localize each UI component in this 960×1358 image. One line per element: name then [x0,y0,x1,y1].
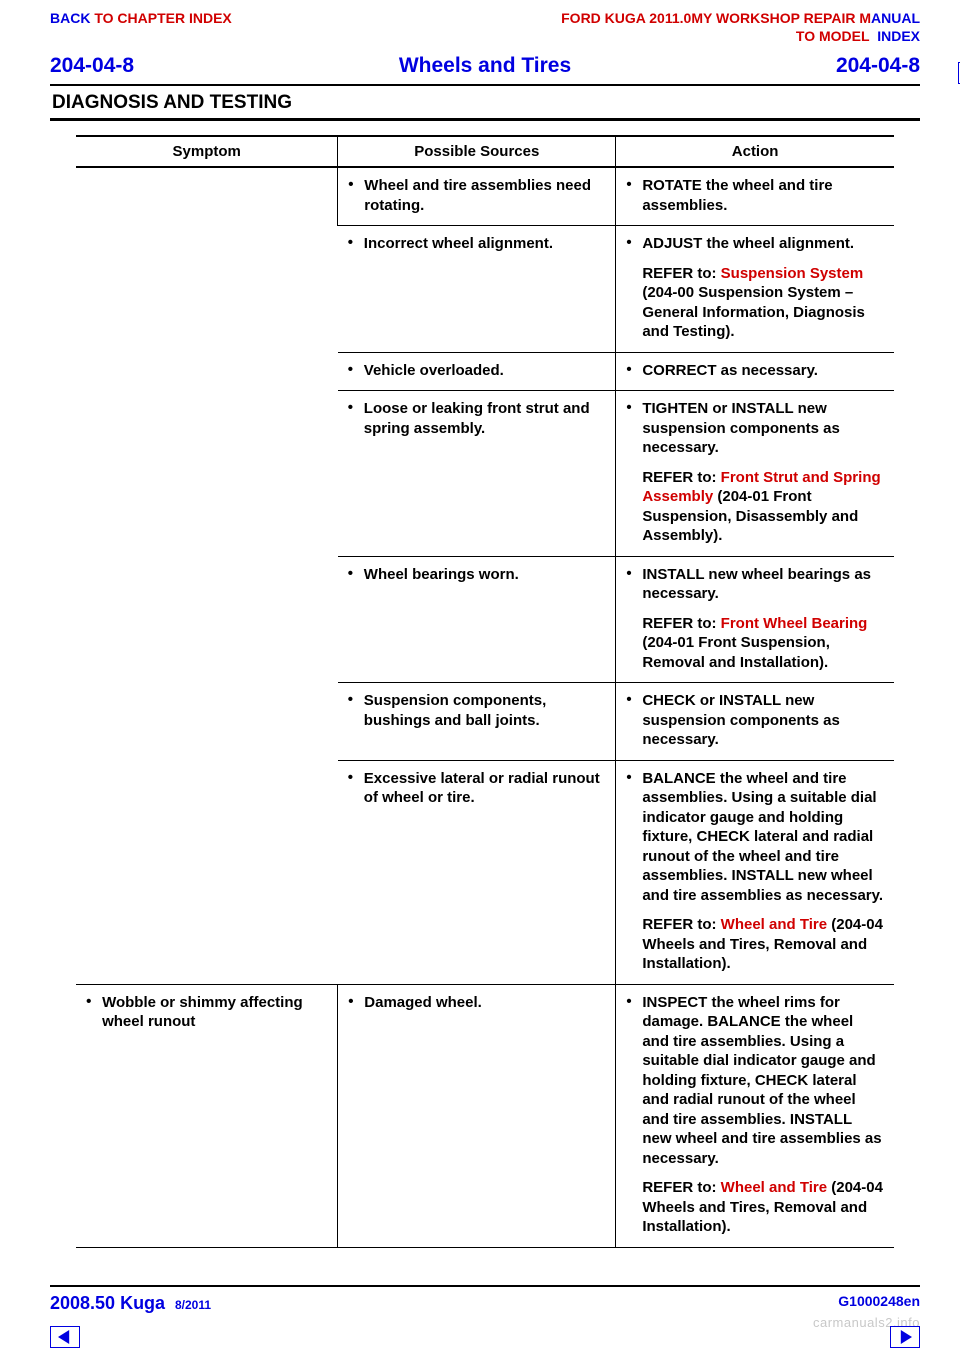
top-nav: BACK TO CHAPTER INDEX FORD KUGA 2011.0MY… [50,10,920,26]
symptom-cell: •Wobble or shimmy affecting wheel runout [76,984,338,1247]
next-page-bottom[interactable] [890,1326,920,1348]
table-row: •Wobble or shimmy affecting wheel runout… [76,984,894,1247]
footer-model: 2008.50 Kuga [50,1293,165,1313]
rule-thick [50,118,920,121]
source-cell: •Incorrect wheel alignment. [338,226,616,353]
table-header-row: Symptom Possible Sources Action [76,136,894,167]
source-cell: •Damaged wheel. [338,984,616,1247]
col-symptom: Symptom [76,136,338,167]
table-row: •Wheel and tire assemblies need rotating… [76,167,894,226]
action-cell: •CORRECT as necessary. [616,352,894,391]
source-cell: •Vehicle overloaded. [338,352,616,391]
col-sources: Possible Sources [338,136,616,167]
source-cell: •Excessive lateral or radial runout of w… [338,760,616,984]
diagnosis-table: Symptom Possible Sources Action •Wheel a… [76,135,894,1248]
prev-page-bottom[interactable] [50,1326,80,1348]
action-cell: •ROTATE the wheel and tire assemblies. [616,167,894,226]
action-cell: •TIGHTEN or INSTALL new suspension compo… [616,391,894,557]
action-cell: •INSPECT the wheel rims for damage. BALA… [616,984,894,1247]
refer-link[interactable]: Wheel and Tire [721,1179,827,1196]
col-action: Action [616,136,894,167]
source-cell: •Wheel and tire assemblies need rotating… [338,167,616,226]
section-title-center: Wheels and Tires [50,54,920,78]
footer-code: G1000248en [838,1293,920,1314]
page-header: 204-04-8 Wheels and Tires 204-04-8 [50,50,920,84]
action-cell: •BALANCE the wheel and tire assemblies. … [616,760,894,984]
footer-date: 8/2011 [175,1298,211,1312]
action-cell: •CHECK or INSTALL new suspension compone… [616,683,894,761]
page-footer: 2008.50 Kuga 8/2011 G1000248en [50,1285,920,1314]
refer-link[interactable]: Front Strut and Spring Assembly [642,469,880,506]
action-cell: •ADJUST the wheel alignment.REFER to: Su… [616,226,894,353]
source-cell: •Wheel bearings worn. [338,556,616,683]
diagnosis-heading: DIAGNOSIS AND TESTING [50,86,920,118]
manual-title: FORD KUGA 2011.0MY WORKSHOP REPAIR MANUA… [561,10,920,26]
action-cell: •INSTALL new wheel bearings as necessary… [616,556,894,683]
model-index-link[interactable]: TO MODEL INDEX [796,28,920,44]
refer-link[interactable]: Front Wheel Bearing [721,615,868,632]
source-cell: •Loose or leaking front strut and spring… [338,391,616,557]
back-link[interactable]: BACK TO CHAPTER INDEX [50,10,232,26]
refer-link[interactable]: Suspension System [721,265,864,282]
symptom-cell [76,167,338,984]
refer-link[interactable]: Wheel and Tire [721,916,827,933]
source-cell: •Suspension components, bushings and bal… [338,683,616,761]
